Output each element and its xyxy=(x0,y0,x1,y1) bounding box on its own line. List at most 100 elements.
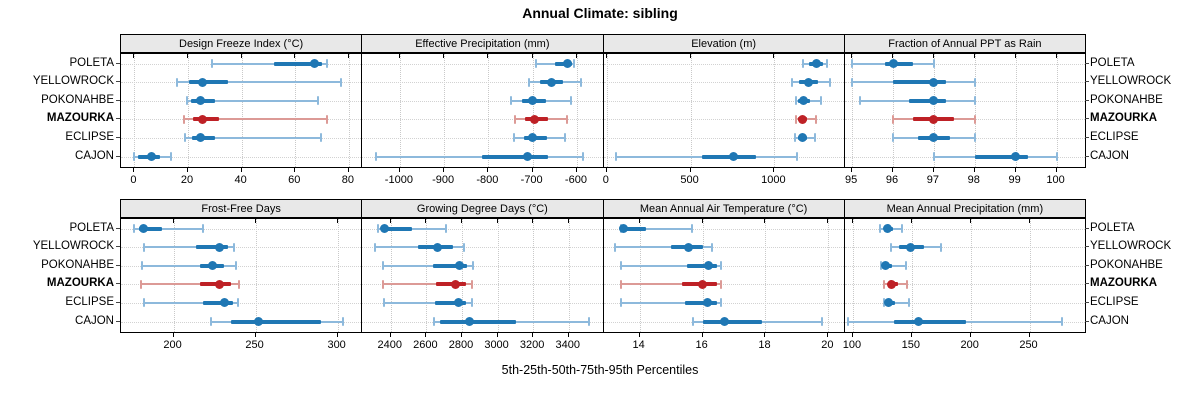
grid-line-v xyxy=(255,219,257,332)
whisker-cap xyxy=(317,96,320,106)
site-label-left: CAJON xyxy=(75,149,114,162)
row-grid-line xyxy=(121,265,362,267)
whisker-cap xyxy=(619,298,622,308)
row-grid-line xyxy=(603,137,844,139)
x-tick-mark xyxy=(172,333,174,337)
whisker-line xyxy=(384,301,473,304)
median-dot xyxy=(683,242,693,252)
median-dot xyxy=(887,279,897,289)
grid-line-v xyxy=(497,219,499,332)
panel-title: Elevation (m) xyxy=(691,37,757,50)
row-tick-left xyxy=(116,62,120,64)
row-tick-right xyxy=(1085,227,1089,229)
grid-line-v xyxy=(1029,219,1031,332)
x-tick-mark xyxy=(567,333,569,337)
whisker-cap xyxy=(582,152,585,161)
x-tick-label: 150 xyxy=(901,339,921,351)
whisker-cap xyxy=(821,317,824,326)
whisker-cap xyxy=(233,242,236,252)
median-dot xyxy=(698,279,708,289)
grid-line-v xyxy=(188,54,189,167)
x-tick-mark xyxy=(575,168,577,172)
whisker-cap xyxy=(534,59,537,68)
whisker-cap xyxy=(859,96,862,106)
whisker-cap xyxy=(613,242,616,252)
x-tick-label: 95 xyxy=(844,174,858,186)
grid-line-v xyxy=(173,219,175,332)
whisker-cap xyxy=(381,261,384,271)
median-dot xyxy=(803,77,813,87)
row-tick-right xyxy=(1085,136,1089,138)
x-tick-mark xyxy=(389,333,391,337)
x-tick-mark xyxy=(910,333,912,337)
x-tick-mark xyxy=(973,168,975,172)
median-dot xyxy=(704,261,714,271)
whisker-cap xyxy=(908,298,911,308)
whisker-line xyxy=(881,264,906,267)
median-dot xyxy=(929,114,939,124)
whisker-cap xyxy=(572,59,575,68)
iqr-bar xyxy=(909,98,947,103)
x-tick-label: -800 xyxy=(476,174,499,186)
x-tick-mark-top xyxy=(1055,54,1057,58)
x-tick-label: 1000 xyxy=(761,174,786,186)
whisker-line xyxy=(143,246,235,249)
x-tick-mark xyxy=(531,168,533,172)
whisker-cap xyxy=(932,59,935,68)
x-tick-mark xyxy=(460,333,462,337)
site-label-right: MAZOURKA xyxy=(1090,112,1158,125)
whisker-cap xyxy=(1055,152,1058,161)
whisker-cap xyxy=(462,242,465,252)
x-tick-mark-top xyxy=(575,54,577,58)
whisker-cap xyxy=(142,242,145,252)
whisker-cap xyxy=(711,242,713,252)
row-grid-line xyxy=(362,82,603,84)
site-label-left: POKONAHBE xyxy=(41,258,114,271)
row-grid-line xyxy=(121,247,362,249)
site-label-right: POLETA xyxy=(1090,221,1135,234)
whisker-cap xyxy=(791,77,794,87)
site-label-right: ECLIPSE xyxy=(1090,295,1139,308)
x-tick-mark-top xyxy=(567,219,569,223)
median-dot xyxy=(883,298,893,308)
iqr-bar xyxy=(974,154,1028,159)
whisker-cap xyxy=(882,298,885,308)
row-grid-line xyxy=(603,247,844,249)
x-tick-label: -900 xyxy=(432,174,455,186)
whisker-line xyxy=(382,283,473,286)
row-grid-line xyxy=(121,156,362,158)
whisker-cap xyxy=(566,114,569,124)
whisker-cap xyxy=(472,261,475,271)
median-dot xyxy=(619,224,629,233)
median-dot xyxy=(529,114,539,124)
panel xyxy=(602,53,845,168)
panel-title: Growing Degree Days (°C) xyxy=(416,202,548,215)
site-label-right: POLETA xyxy=(1090,56,1135,69)
whisker-cap xyxy=(973,133,976,143)
whisker-cap xyxy=(720,279,723,289)
median-dot xyxy=(527,96,537,106)
site-label-right: POKONAHBE xyxy=(1090,258,1163,271)
x-tick-label: -1000 xyxy=(384,174,413,186)
x-tick-mark xyxy=(347,168,349,172)
x-tick-mark-top xyxy=(851,54,853,58)
row-grid-line xyxy=(603,63,844,65)
x-tick-label: 99 xyxy=(1008,174,1021,186)
whisker-line xyxy=(378,227,446,230)
x-tick-mark xyxy=(487,168,489,172)
whisker-cap xyxy=(814,133,817,143)
iqr-bar xyxy=(381,226,413,231)
whisker-cap xyxy=(619,261,622,271)
row-tick-right xyxy=(1085,99,1089,101)
iqr-bar xyxy=(139,226,163,231)
median-dot xyxy=(147,152,157,161)
x-tick-mark-top xyxy=(240,54,242,58)
x-tick-mark xyxy=(605,168,607,172)
x-tick-label: 97 xyxy=(926,174,939,186)
x-tick-label: 200 xyxy=(163,339,182,351)
panel-strip: Mean Annual Air Temperature (°C) xyxy=(602,199,845,218)
x-tick-mark xyxy=(764,333,766,337)
whisker-line xyxy=(883,301,910,304)
iqr-bar xyxy=(230,319,322,324)
whisker-cap xyxy=(829,77,832,87)
